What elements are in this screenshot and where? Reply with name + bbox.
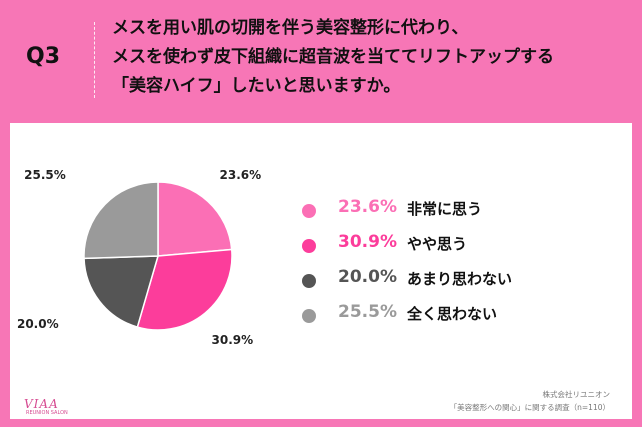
dashed-divider <box>94 22 95 98</box>
logo-text: VIAA <box>24 397 59 411</box>
legend-percent: 30.9% <box>338 232 397 252</box>
legend-percent: 25.5% <box>338 302 397 322</box>
legend-label: 全く思わない <box>407 305 498 323</box>
slice-value-label: 25.5% <box>24 168 66 183</box>
pie-slice <box>136 248 233 331</box>
slice-value-label: 30.9% <box>211 333 254 348</box>
header-banner: Q3 メスを用い肌の切開を伴う美容整形に代わり、 メスを使わず皮下組織に超音波を… <box>0 0 642 118</box>
legend-dot <box>302 274 316 288</box>
slice-value-label: 20.0% <box>16 317 59 332</box>
legend-label: あまり思わない <box>407 270 513 288</box>
legend-label: 非常に思う <box>407 200 483 218</box>
legend-percent: 20.0% <box>338 267 397 287</box>
question-line: 「美容ハイフ」したいと思いますか。 <box>112 76 401 96</box>
brand-logo: VIAA REUNION SALON <box>24 397 84 417</box>
pie-slice <box>83 181 159 260</box>
pie-slice <box>157 181 233 257</box>
legend-percent: 23.6% <box>338 197 397 217</box>
chart-card: 23.6% 30.9% 20.0% 25.5% 23.6% 非常に思う 30.9% や… <box>10 123 632 419</box>
slice-value-label: 23.6% <box>219 168 262 183</box>
question-line: メスを用い肌の切開を伴う美容整形に代わり、 <box>112 18 469 38</box>
pie-slice <box>83 255 160 328</box>
source-company: 株式会社リユニオン <box>542 390 611 399</box>
legend-dot <box>302 309 316 323</box>
legend-label: やや思う <box>407 235 468 253</box>
source-note: 株式会社リユニオン 「美容整形への関心」に関する調査（n=110） <box>450 388 610 414</box>
question-line: メスを使わず皮下組織に超音波を当ててリフトアップする <box>112 47 554 67</box>
question-text: メスを用い肌の切開を伴う美容整形に代わり、 メスを使わず皮下組織に超音波を当てて… <box>112 14 632 101</box>
question-number: Q3 <box>26 44 61 69</box>
legend-dot <box>302 239 316 253</box>
pie-chart <box>83 181 233 331</box>
logo-subtext: REUNION SALON <box>26 410 68 416</box>
legend-dot <box>302 204 316 218</box>
source-survey: 「美容整形への関心」に関する調査（n=110） <box>449 403 610 412</box>
